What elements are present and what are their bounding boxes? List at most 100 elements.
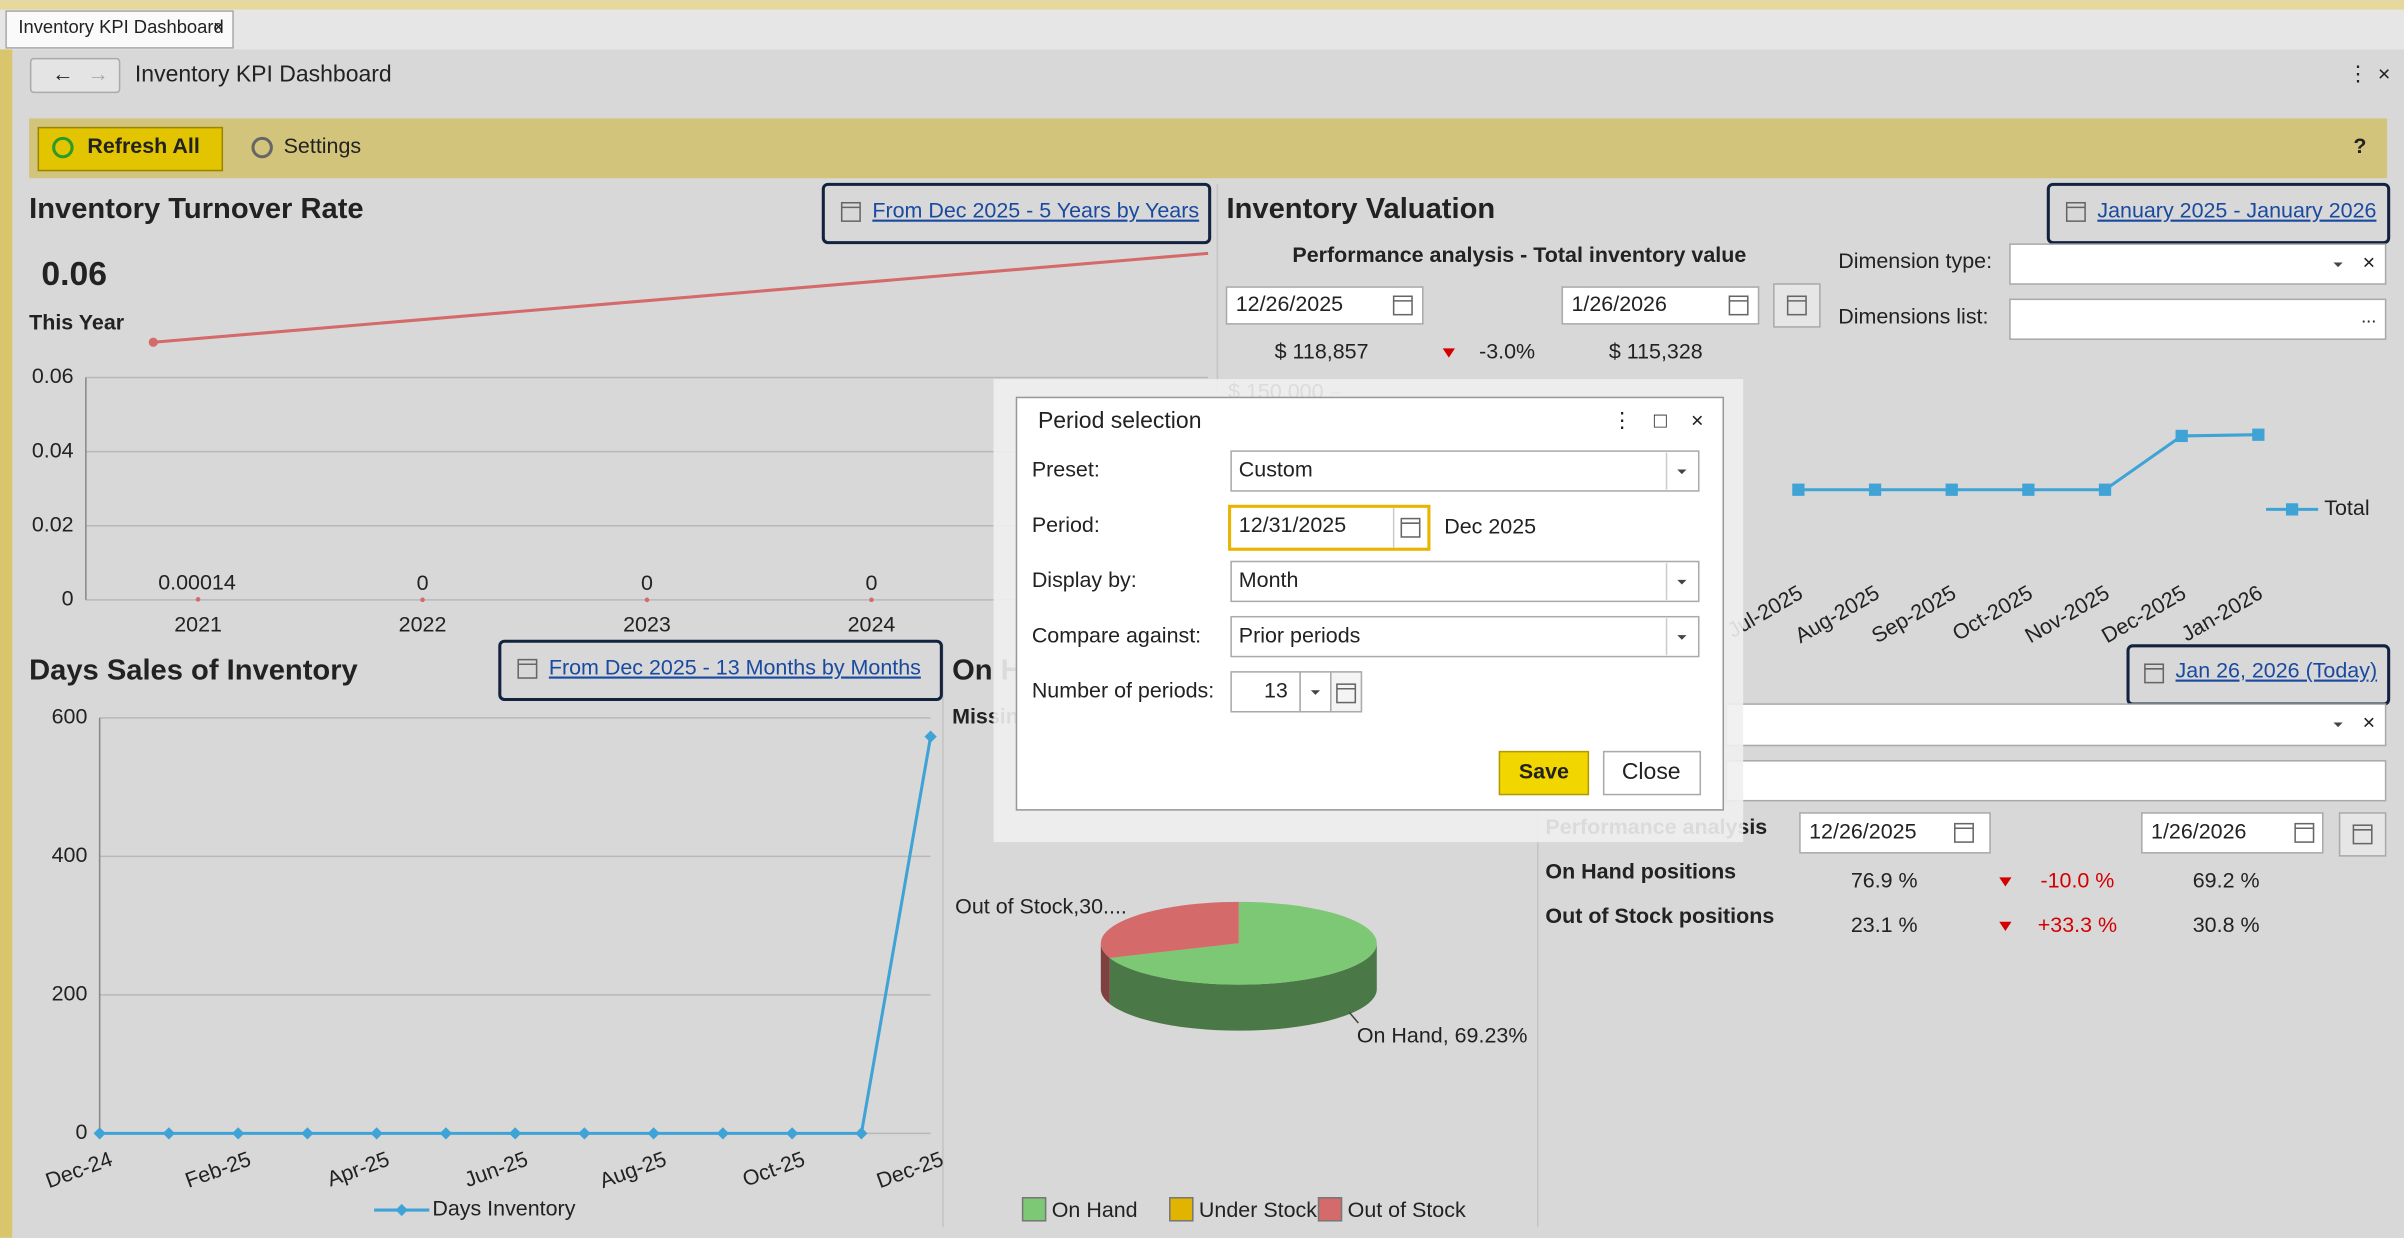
calendar-icon <box>517 658 538 679</box>
field-label: Number of periods: <box>1032 678 1214 702</box>
field-note: Dec 2025 <box>1444 514 1536 538</box>
dialog-content: Period selection ⋮ □ × Preset: Custom Period: 1… <box>1032 407 1704 796</box>
pie-side <box>1109 943 1377 1031</box>
point <box>2098 483 2112 496</box>
dialog-icon[interactable]: × <box>1691 409 1704 433</box>
point <box>439 1127 453 1140</box>
select[interactable] <box>1230 450 1700 492</box>
point <box>1868 483 1882 496</box>
close-button[interactable] <box>1602 750 1702 796</box>
date-input[interactable] <box>1228 504 1431 551</box>
select[interactable] <box>1230 560 1700 603</box>
dropdown-arrow <box>1677 635 1687 640</box>
save-label[interactable]: Save <box>1519 760 1569 784</box>
tab-close[interactable]: × <box>213 16 224 37</box>
forward-button[interactable]: → <box>87 62 108 86</box>
down-indicator <box>1999 877 2012 887</box>
period-button[interactable] <box>821 182 1212 245</box>
value-to: $ 115,328 <box>1609 340 1703 364</box>
row-label: Out of Stock positions <box>1545 904 1774 928</box>
legend-label: On Hand <box>1052 1198 1138 1222</box>
dimension-type-select[interactable] <box>1725 703 2387 747</box>
point <box>2022 483 2035 496</box>
dimensions-list-input[interactable] <box>2009 298 2387 340</box>
calendar-button[interactable] <box>2338 812 2387 857</box>
close-label[interactable]: Close <box>1622 758 1681 784</box>
close-icon[interactable]: × <box>2378 62 2391 86</box>
field-label: Compare against: <box>1032 623 1201 647</box>
help-button[interactable]: ? <box>2353 134 2366 158</box>
clear-icon[interactable]: × <box>2363 251 2376 275</box>
field-label: Period: <box>1032 513 1100 537</box>
legend-label: Total <box>2324 496 2369 520</box>
date-input[interactable] <box>2141 812 2324 854</box>
point <box>195 597 201 602</box>
y-tick-label: 0 <box>62 587 74 611</box>
point <box>786 1127 799 1140</box>
dialog-icon[interactable]: ⋮ <box>1611 409 1632 433</box>
settings-label[interactable]: Settings <box>284 134 362 158</box>
y-tick-label: 0 <box>75 1120 87 1144</box>
data-label: On Hand, 69.23% <box>1357 1023 1528 1047</box>
legend-swatch <box>1021 1197 1047 1222</box>
point <box>855 1127 868 1140</box>
y-tick-label: 400 <box>52 843 88 867</box>
dialog-icon[interactable]: □ <box>1654 409 1667 433</box>
legend-marker <box>2285 503 2299 516</box>
menu-icon[interactable]: ⋮ <box>2347 62 2368 86</box>
legend-swatch <box>1169 1197 1194 1222</box>
data-label: Out of Stock,30.... <box>955 895 1127 919</box>
left-strip <box>0 49 13 1238</box>
field-label: Preset: <box>1032 458 1100 482</box>
cell: 76.9 % <box>1851 869 1918 893</box>
refresh-label[interactable]: Refresh All <box>87 134 199 158</box>
point <box>420 597 425 603</box>
nav-buttons[interactable] <box>29 57 121 94</box>
spin-dropdown[interactable] <box>1299 671 1332 713</box>
period-button[interactable] <box>498 639 943 702</box>
tab[interactable] <box>5 10 234 49</box>
period-link[interactable]: From Dec 2025 - 13 Months by Months <box>549 655 921 679</box>
y-tick-label: 0.04 <box>32 438 74 462</box>
back-button[interactable]: ← <box>52 62 73 86</box>
save-button[interactable] <box>1498 750 1590 796</box>
number-input[interactable] <box>1230 671 1301 713</box>
y-tick-label: 0.06 <box>32 364 74 388</box>
refresh-icon <box>52 136 74 159</box>
period-link[interactable]: From Dec 2025 - 5 Years by Years <box>872 199 1199 223</box>
legend-label: Out of Stock <box>1348 1198 1466 1222</box>
field-value: 12/31/2025 <box>1239 513 1346 537</box>
dropdown-arrow <box>1677 469 1687 475</box>
data-label: 0 <box>865 571 877 595</box>
calendar-icon <box>840 201 861 222</box>
calendar-icon <box>1336 683 1357 704</box>
refresh-button[interactable] <box>37 126 224 172</box>
point <box>232 1127 245 1140</box>
calendar-button[interactable] <box>1330 671 1363 713</box>
date-value: 1/26/2026 <box>2151 820 2246 844</box>
calendar-button[interactable] <box>1773 283 1821 328</box>
y-tick-label: 200 <box>52 982 88 1006</box>
date-value: 1/26/2026 <box>1571 292 1666 316</box>
date-input[interactable] <box>1225 286 1424 325</box>
point <box>924 730 937 743</box>
browse-icon[interactable]: ... <box>2361 306 2376 327</box>
tab-title[interactable]: Inventory KPI Dashboard <box>18 16 223 37</box>
dimensions-list-input[interactable] <box>1725 760 2387 802</box>
clear-icon[interactable]: × <box>2363 711 2376 735</box>
calendar-icon <box>2065 201 2086 222</box>
down-indicator <box>1999 921 2012 931</box>
select[interactable] <box>1230 615 1700 658</box>
period-link[interactable]: January 2025 - January 2026 <box>2097 199 2376 223</box>
period-button[interactable] <box>2046 182 2391 245</box>
date-input[interactable] <box>1799 812 1991 854</box>
point <box>370 1127 383 1140</box>
period-link[interactable]: Jan 26, 2026 (Today) <box>2176 659 2378 683</box>
date-input[interactable] <box>1561 286 1760 325</box>
calendar-icon <box>2294 822 2315 843</box>
dimension-type-select[interactable] <box>2009 243 2387 285</box>
point <box>578 1127 591 1140</box>
page-title: Inventory KPI Dashboard <box>135 61 392 87</box>
field-label: Display by: <box>1032 568 1137 592</box>
